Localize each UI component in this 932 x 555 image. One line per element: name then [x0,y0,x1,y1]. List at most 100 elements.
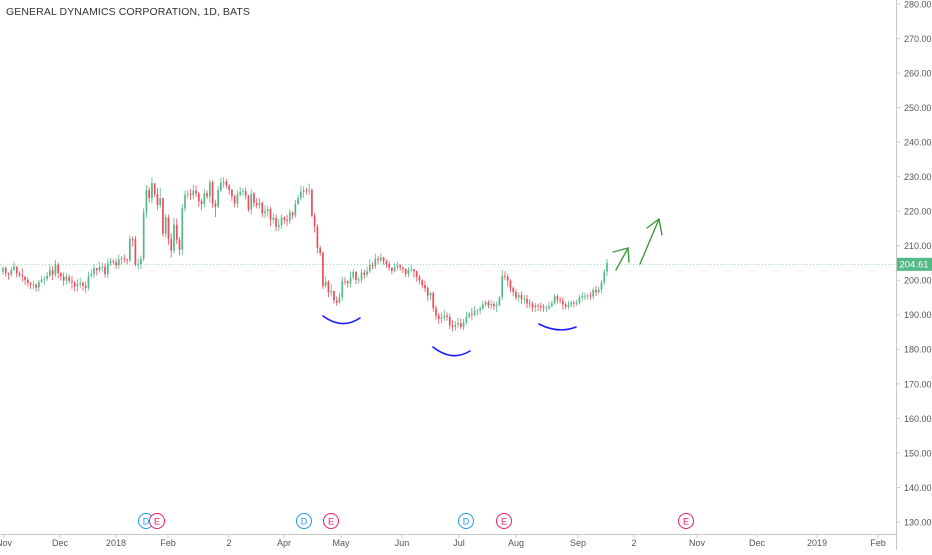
candle [432,291,435,312]
candle-body [145,190,148,213]
candle-body [24,276,26,280]
candle [385,259,388,268]
candle-body [371,264,374,267]
candle-body [415,271,418,277]
candle-body [462,322,465,327]
candle [311,188,313,218]
candle [570,300,573,308]
candle [451,319,454,332]
candle [509,279,512,293]
candle-body [526,298,528,304]
candle-body [377,258,379,260]
x-axis[interactable]: Nov Dec 2018 Feb 2 Apr May Jun Jul Aug Sep 2 Nov Dec 2… [0,534,886,548]
candle [288,209,291,224]
candle-body [402,267,404,269]
candle [448,313,451,329]
candle [57,262,60,279]
candle-body [368,264,371,272]
candle-body [573,302,575,304]
x-tick-label: 2 [631,538,636,548]
earnings-marker[interactable]: E [149,513,165,529]
candle-body [126,259,128,261]
candle-body [459,323,462,327]
candle [10,266,13,278]
candle [471,307,473,320]
candle-body [374,258,377,267]
candle-body [98,266,101,271]
candle-body [162,198,164,234]
candle-body [10,269,13,275]
candle-body [542,307,545,309]
candle-body [302,190,305,192]
candle-body [220,182,222,191]
y-axis[interactable]: 280.00 270.00 260.00 250.00 240.00 230.00 220.… [896,0,932,527]
candle [548,302,550,311]
candle-body [175,224,178,240]
candle [368,259,371,274]
candle-body [153,183,156,194]
candle-body [101,266,104,268]
candle-body [120,258,123,260]
candle [490,299,493,310]
candle-body [528,303,531,305]
candle [584,292,586,300]
candle [484,299,487,307]
candle [595,286,597,297]
x-tick-label: Nov [0,538,12,548]
candle-body [437,315,440,319]
event-marker-label: E [328,516,334,526]
candle-body [60,273,62,277]
candle-body [454,324,457,327]
candle [333,290,335,304]
candle-body [250,193,253,210]
candle-body [164,217,167,234]
candle [446,312,448,321]
dividend-marker[interactable]: D [296,513,312,529]
candle-body [360,272,363,280]
candle [360,268,363,284]
earnings-marker[interactable]: E [323,513,339,529]
candle-body [253,193,255,203]
candle [37,279,40,292]
candle-body [79,283,82,285]
candle [388,260,390,271]
candle [51,266,54,281]
candle [115,258,117,269]
candle [504,271,506,281]
dividend-marker[interactable]: D [458,513,474,529]
earnings-marker[interactable]: E [678,513,694,529]
event-marker-label: D [301,516,308,526]
candle [164,213,167,238]
candle [286,214,288,227]
candle-body [49,270,51,276]
candle-body [338,297,341,303]
candle-body [603,271,606,283]
candle-body [550,303,553,307]
dividend-marker[interactable]: D [138,513,154,529]
candle-body [305,190,308,192]
candle-body [242,191,244,192]
event-marker-label: E [154,516,160,526]
candle-body [7,273,10,275]
candle [586,293,589,300]
candle-body [123,258,126,260]
candle [542,304,545,312]
candle-body [471,313,473,315]
x-tick-label: Feb [870,538,886,548]
candle [145,184,148,218]
candle [371,262,374,270]
y-tick-label: 130.00 [904,517,932,527]
candle [214,199,217,218]
candle-body [388,264,390,268]
candle [170,233,173,258]
candle-body [482,304,484,309]
candle [35,283,37,292]
candle [377,256,379,265]
candle [222,177,225,188]
y-tick-label: 280.00 [904,0,932,9]
candle [142,208,145,262]
candle-body [297,198,299,204]
candle [280,214,283,229]
candle-body [534,305,537,308]
earnings-marker[interactable]: E [496,513,512,529]
